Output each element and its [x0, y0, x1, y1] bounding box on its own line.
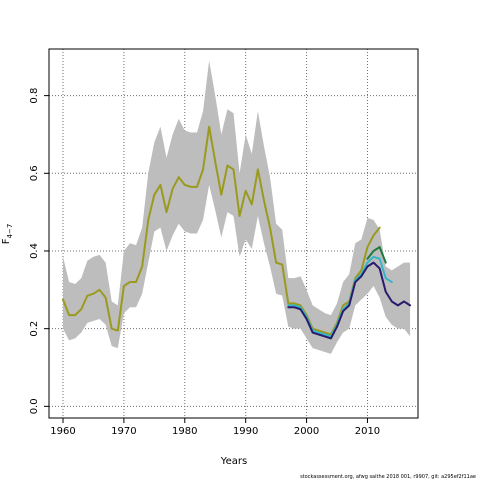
plot-box: [48, 48, 419, 419]
x-tick-label-1990: 1990: [233, 426, 258, 437]
y-tick-label-0.2: 0.2: [29, 321, 40, 337]
y-axis-label-main: F: [1, 238, 12, 244]
y-tick-label-0.8: 0.8: [29, 88, 40, 104]
series-line-2: [366, 246, 387, 264]
x-tick-label-2010: 2010: [355, 426, 380, 437]
x-axis-label: Years: [220, 456, 247, 467]
confidence-band: [63, 60, 411, 354]
x-tick-label-1960: 1960: [50, 426, 75, 437]
footer-credit: stockassessment.org, afwg saithe 2018 00…: [300, 474, 476, 480]
series-line-4: [287, 261, 412, 340]
axis-ticks: 1960 1970 1980 1990 2000 2010 0.0 0.2 0.4 0.6 0.8: [29, 88, 380, 437]
y-tick-label-0.6: 0.6: [29, 165, 40, 181]
y-axis-label: F4−7: [1, 224, 14, 245]
x-tick-label-1970: 1970: [111, 426, 136, 437]
series-lines: [62, 125, 412, 340]
y-tick-label-0.4: 0.4: [29, 243, 40, 259]
x-tick-label-2000: 2000: [294, 426, 319, 437]
grid: [49, 49, 418, 418]
x-tick-label-1980: 1980: [172, 426, 197, 437]
series-line-1: [62, 125, 381, 336]
y-tick-label-0.0: 0.0: [29, 398, 40, 414]
y-axis-label-subscript: 4−7: [6, 224, 14, 239]
